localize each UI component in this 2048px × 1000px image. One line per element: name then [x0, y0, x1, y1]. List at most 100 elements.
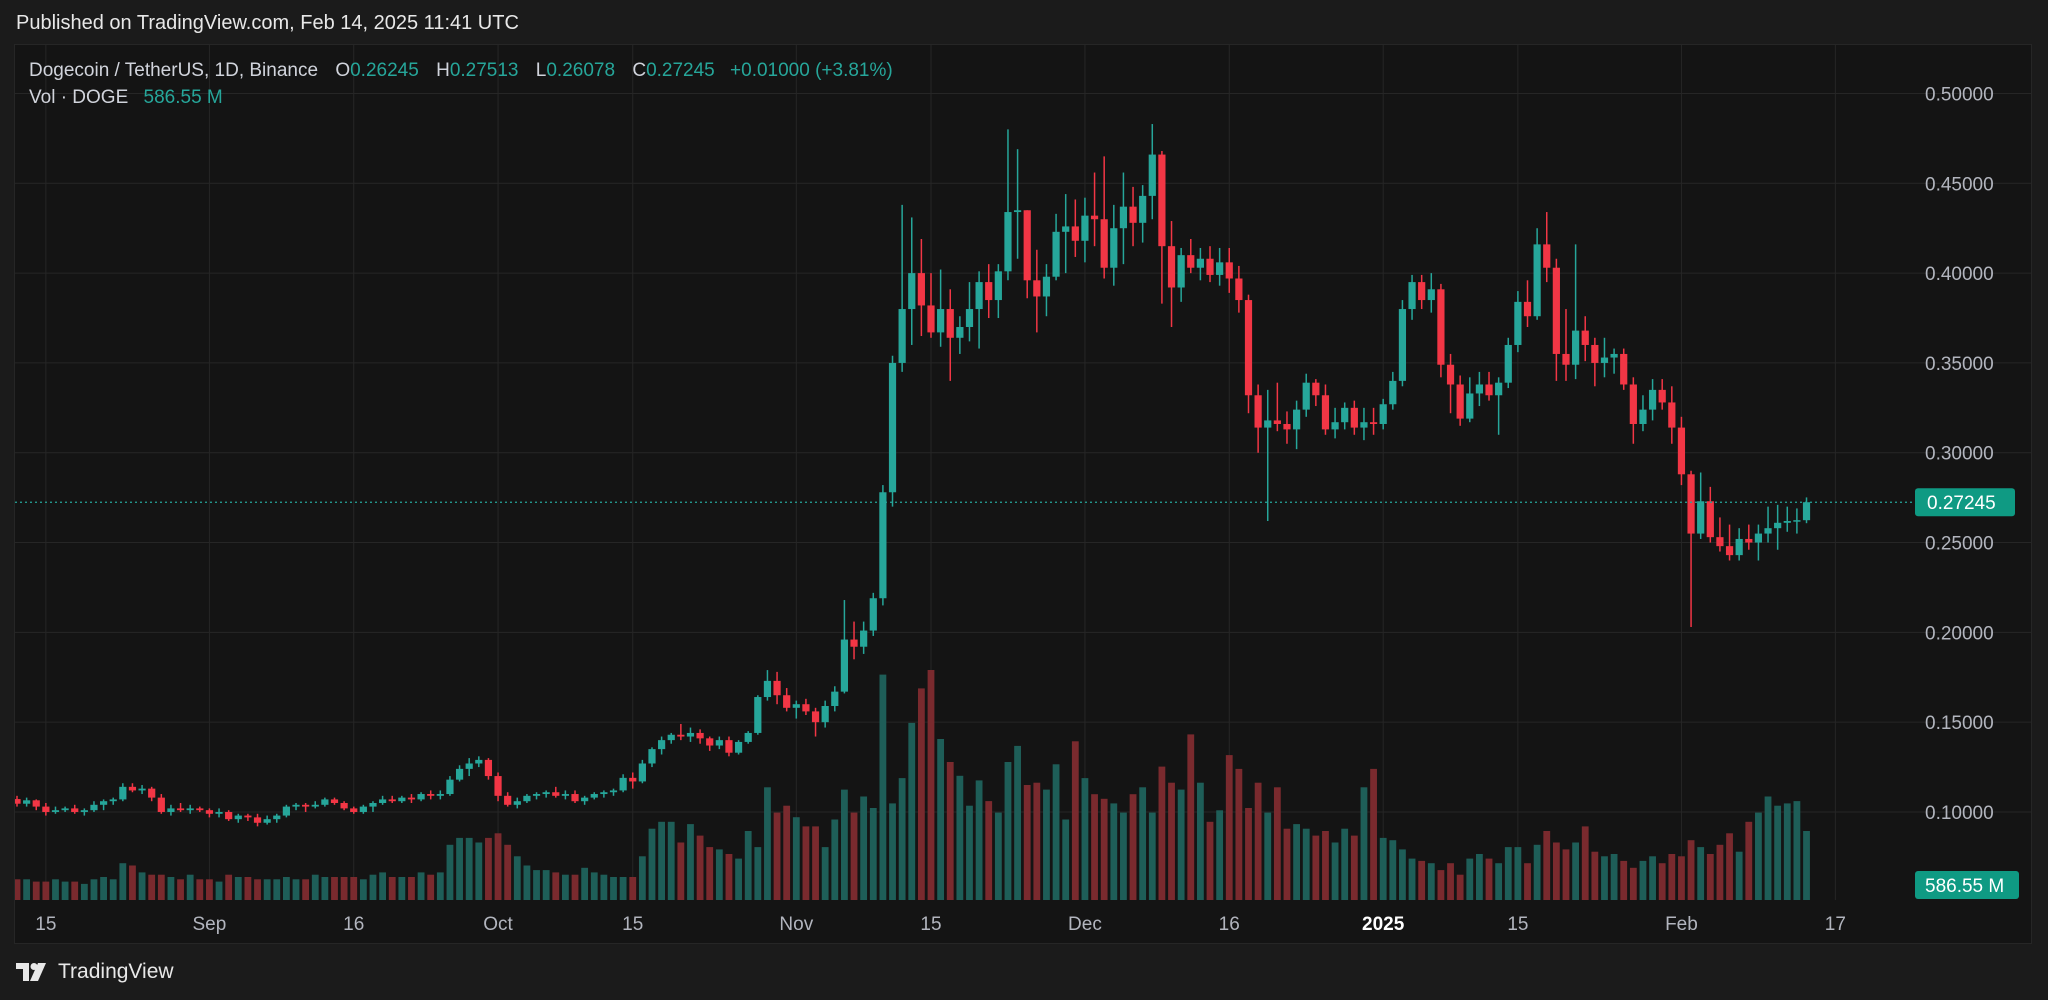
candle[interactable] [1110, 204, 1118, 286]
candle[interactable] [1783, 506, 1791, 532]
candle[interactable] [513, 797, 521, 809]
candle[interactable] [417, 792, 425, 802]
candle[interactable] [1475, 371, 1483, 407]
candle[interactable] [706, 736, 714, 751]
symbol-title[interactable]: Dogecoin / TetherUS, 1D, Binance [29, 60, 319, 81]
candle[interactable] [734, 740, 743, 755]
candle[interactable] [340, 801, 348, 811]
candle[interactable] [1754, 524, 1763, 561]
candle[interactable] [436, 790, 444, 800]
candle[interactable] [71, 804, 79, 814]
candle[interactable] [1090, 172, 1099, 247]
candle[interactable] [523, 794, 531, 804]
candle[interactable] [321, 797, 329, 807]
candle[interactable] [1716, 517, 1724, 552]
candle[interactable] [1139, 185, 1147, 243]
candle[interactable] [686, 727, 695, 742]
candle[interactable] [1119, 172, 1128, 265]
candle[interactable] [1629, 377, 1637, 444]
candle[interactable] [215, 808, 223, 818]
candle[interactable] [600, 790, 608, 798]
candle[interactable] [629, 772, 637, 789]
candle[interactable] [32, 799, 40, 811]
candle[interactable] [455, 765, 464, 782]
candle[interactable] [1071, 199, 1079, 257]
candle[interactable] [1620, 348, 1628, 390]
candle[interactable] [350, 806, 358, 814]
candle[interactable] [590, 792, 598, 800]
candle[interactable] [1129, 186, 1137, 247]
candle[interactable] [475, 756, 483, 768]
candle[interactable] [1062, 194, 1070, 274]
candle[interactable] [985, 264, 993, 319]
candle[interactable] [1658, 379, 1666, 410]
candle[interactable] [1591, 337, 1599, 387]
candle[interactable] [946, 289, 954, 381]
candle[interactable] [783, 688, 791, 712]
candle[interactable] [696, 729, 704, 744]
candle[interactable] [311, 801, 319, 809]
candle[interactable] [1466, 377, 1474, 423]
candle[interactable] [927, 273, 935, 338]
candle[interactable] [1745, 524, 1753, 550]
candle[interactable] [1023, 210, 1031, 299]
candle[interactable] [1167, 221, 1176, 328]
candle[interactable] [1764, 506, 1772, 543]
candle[interactable] [725, 736, 733, 757]
candle[interactable] [225, 810, 233, 821]
candle[interactable] [1033, 249, 1041, 333]
candle[interactable] [1004, 129, 1012, 281]
candle[interactable] [1216, 247, 1224, 286]
price-axis[interactable]: 0.10000 0.15000 0.20000 0.25000 0.30000 0.350… [1925, 84, 1994, 823]
candle[interactable] [956, 316, 964, 354]
candle[interactable] [1379, 398, 1387, 430]
candle[interactable] [658, 736, 666, 755]
candle[interactable] [1293, 400, 1301, 450]
candle[interactable] [677, 723, 685, 741]
candle[interactable] [1514, 291, 1522, 353]
candle[interactable] [1706, 486, 1714, 543]
candle[interactable] [427, 790, 435, 800]
candle[interactable] [1225, 247, 1233, 293]
candle[interactable] [1206, 246, 1214, 283]
candle[interactable] [619, 774, 627, 793]
candle[interactable] [23, 797, 31, 807]
candle[interactable] [581, 795, 589, 805]
candle[interactable] [1341, 402, 1349, 430]
candle[interactable] [109, 797, 117, 805]
candle[interactable] [388, 795, 396, 804]
candle[interactable] [937, 269, 945, 347]
candle[interactable] [1312, 379, 1320, 407]
candle[interactable] [917, 238, 925, 336]
candle[interactable] [1427, 273, 1435, 313]
candle[interactable] [715, 736, 723, 750]
candle[interactable] [898, 204, 906, 372]
candle[interactable] [407, 794, 416, 804]
candle[interactable] [831, 686, 839, 712]
candle[interactable] [1013, 149, 1022, 259]
candle[interactable] [1254, 384, 1262, 453]
candle[interactable] [638, 759, 646, 784]
candle[interactable] [273, 813, 281, 823]
candle[interactable] [282, 804, 290, 818]
candle[interactable] [1543, 212, 1551, 283]
candle[interactable] [379, 795, 387, 805]
tradingview-logo[interactable]: TradingView [16, 960, 174, 984]
candle[interactable] [196, 806, 204, 812]
candle[interactable] [1331, 407, 1339, 439]
candle[interactable] [1639, 395, 1647, 432]
candle[interactable] [99, 799, 108, 811]
candle[interactable] [840, 600, 849, 694]
candle[interactable] [1081, 197, 1089, 263]
candle[interactable] [446, 776, 454, 796]
candle[interactable] [1648, 379, 1657, 421]
candle[interactable] [1389, 371, 1397, 410]
candle[interactable] [1408, 274, 1416, 320]
candle[interactable] [15, 795, 21, 807]
candle[interactable] [398, 795, 406, 804]
chart-container[interactable]: 0.10000 0.15000 0.20000 0.25000 0.30000 0.350… [14, 44, 2032, 944]
candle[interactable] [1668, 386, 1676, 444]
candle[interactable] [302, 803, 310, 812]
candle[interactable] [792, 700, 800, 719]
candle[interactable] [1283, 411, 1291, 444]
